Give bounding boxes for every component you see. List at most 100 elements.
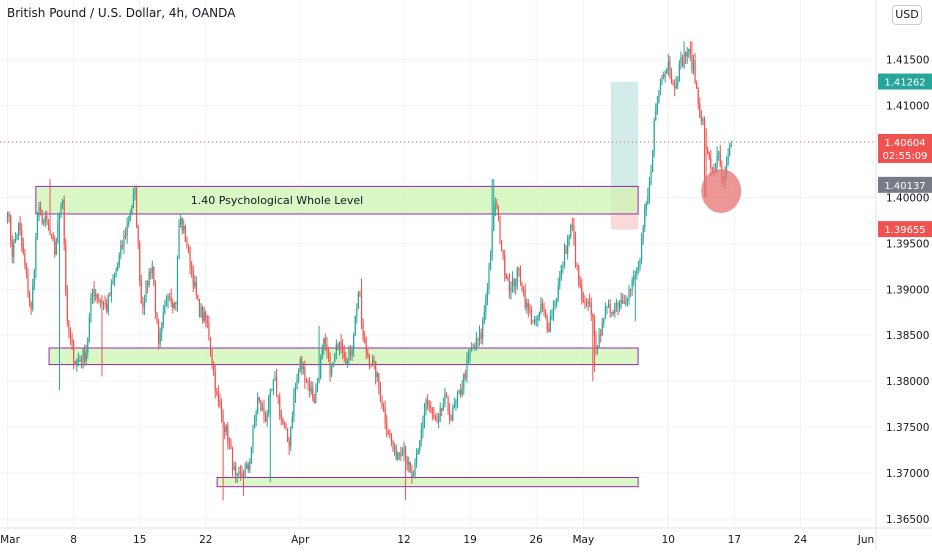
candle-body — [58, 214, 61, 221]
y-tick-label: 1.37000 — [886, 468, 929, 480]
candle-body — [140, 281, 142, 304]
candle-body — [334, 353, 336, 363]
candle-body — [571, 225, 573, 227]
candle-body — [568, 236, 570, 239]
x-tick-label: Mar — [0, 534, 20, 546]
candle-body — [455, 400, 457, 406]
candle-body — [650, 171, 652, 184]
candle-body — [398, 452, 400, 454]
candle-body — [595, 336, 597, 349]
candle-body — [324, 338, 326, 345]
candle-body — [680, 58, 682, 64]
candle-body — [474, 346, 476, 348]
candle-body — [342, 345, 344, 352]
candle-body — [49, 227, 51, 235]
candle-body — [102, 303, 105, 305]
candle-body — [113, 275, 116, 282]
candle-body — [453, 405, 455, 408]
candle-body — [264, 415, 267, 422]
candle-body — [250, 446, 253, 461]
candle-body — [225, 425, 227, 432]
candle-body — [518, 268, 520, 270]
candle-body — [607, 303, 610, 307]
candle-body — [486, 288, 489, 300]
candle-body — [508, 280, 511, 292]
candle-body — [666, 69, 668, 74]
candle-body — [504, 255, 506, 275]
candle-body — [200, 307, 202, 318]
candle-body — [488, 269, 490, 289]
candle-body — [592, 314, 594, 318]
candle-body — [611, 312, 613, 314]
candle-body — [301, 358, 303, 369]
candle-body — [220, 406, 223, 416]
candle-body — [417, 450, 419, 455]
candle-body — [519, 268, 522, 282]
candle-body — [467, 355, 470, 360]
candle-body — [154, 285, 157, 313]
candle-body — [8, 213, 10, 216]
candle-body — [543, 308, 545, 312]
candle-body — [727, 155, 729, 164]
candle-body — [436, 419, 438, 422]
candle-body — [648, 183, 651, 196]
candle-body — [587, 301, 589, 305]
candle-body — [556, 298, 558, 304]
candle-body — [159, 333, 161, 344]
highlight-circle — [701, 168, 742, 213]
candle-body — [231, 449, 234, 471]
candle-body — [283, 422, 286, 426]
candle-body — [408, 462, 410, 465]
candle-body — [203, 312, 205, 321]
x-tick-label: 24 — [794, 534, 808, 546]
candle-body — [282, 417, 284, 423]
candle-body — [516, 268, 518, 283]
candle-body — [502, 251, 504, 256]
candle-body — [412, 475, 415, 477]
candle-body — [507, 278, 509, 281]
x-tick-label: 17 — [728, 534, 741, 546]
candle-body — [54, 240, 56, 255]
candle-body — [189, 246, 191, 267]
candle-body — [585, 303, 588, 305]
candle-body — [272, 380, 275, 391]
candle-body — [80, 359, 83, 362]
candle-body — [62, 200, 64, 205]
candle-body — [456, 392, 459, 401]
candle-body — [13, 242, 15, 257]
candle-body — [362, 323, 364, 339]
candle-body — [47, 221, 50, 228]
candle-body — [472, 347, 474, 349]
candle-body — [269, 390, 271, 398]
candle-body — [384, 408, 386, 423]
x-tick-label: 19 — [463, 534, 476, 546]
y-tick-label: 1.37500 — [886, 422, 929, 434]
candle-body — [24, 253, 26, 266]
candle-body — [497, 205, 500, 216]
candle-body — [291, 416, 293, 428]
candle-body — [304, 367, 306, 382]
candle-body — [689, 48, 691, 55]
candle-body — [213, 364, 215, 372]
candle-body — [725, 163, 728, 173]
candle-body — [560, 265, 562, 277]
candle-body — [52, 234, 54, 241]
candle-body — [489, 257, 492, 270]
candle-body — [288, 441, 290, 447]
currency-button[interactable]: USD — [892, 5, 922, 25]
candle-body — [148, 272, 150, 286]
candle-body — [524, 290, 526, 308]
candle-body — [615, 302, 618, 306]
candle-body — [309, 382, 311, 392]
candle-body — [464, 373, 466, 378]
candle-body — [460, 390, 462, 395]
candle-body — [91, 289, 94, 299]
candle-body — [101, 300, 103, 304]
price-tag-label: 1.40604 — [884, 138, 925, 149]
candle-body — [478, 332, 481, 340]
candle-body — [85, 352, 87, 362]
candle-body — [329, 354, 331, 375]
candle-body — [112, 281, 114, 284]
